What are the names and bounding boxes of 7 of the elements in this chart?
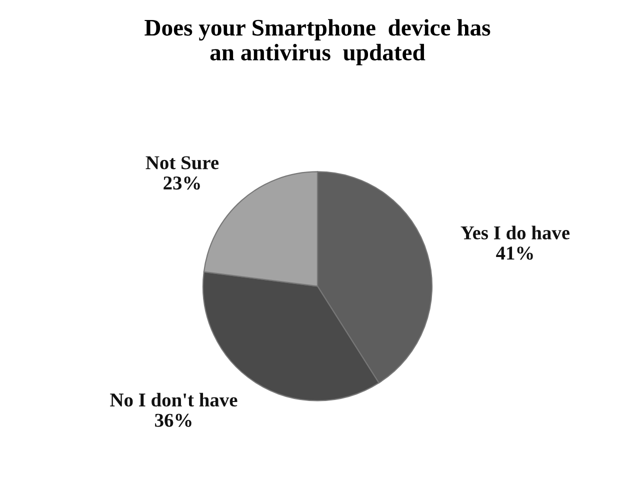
data-label: 23% — [164, 176, 200, 190]
slice-label: Not Sure — [146, 156, 219, 170]
data-label: 36% — [155, 414, 192, 427]
slice-label: Yes I do have — [460, 226, 570, 240]
chart-title: Does your Smartphone device has an antivirus updated — [144, 19, 490, 66]
slice-label: No I don't have — [110, 392, 238, 407]
data-label: 41% — [496, 246, 533, 260]
